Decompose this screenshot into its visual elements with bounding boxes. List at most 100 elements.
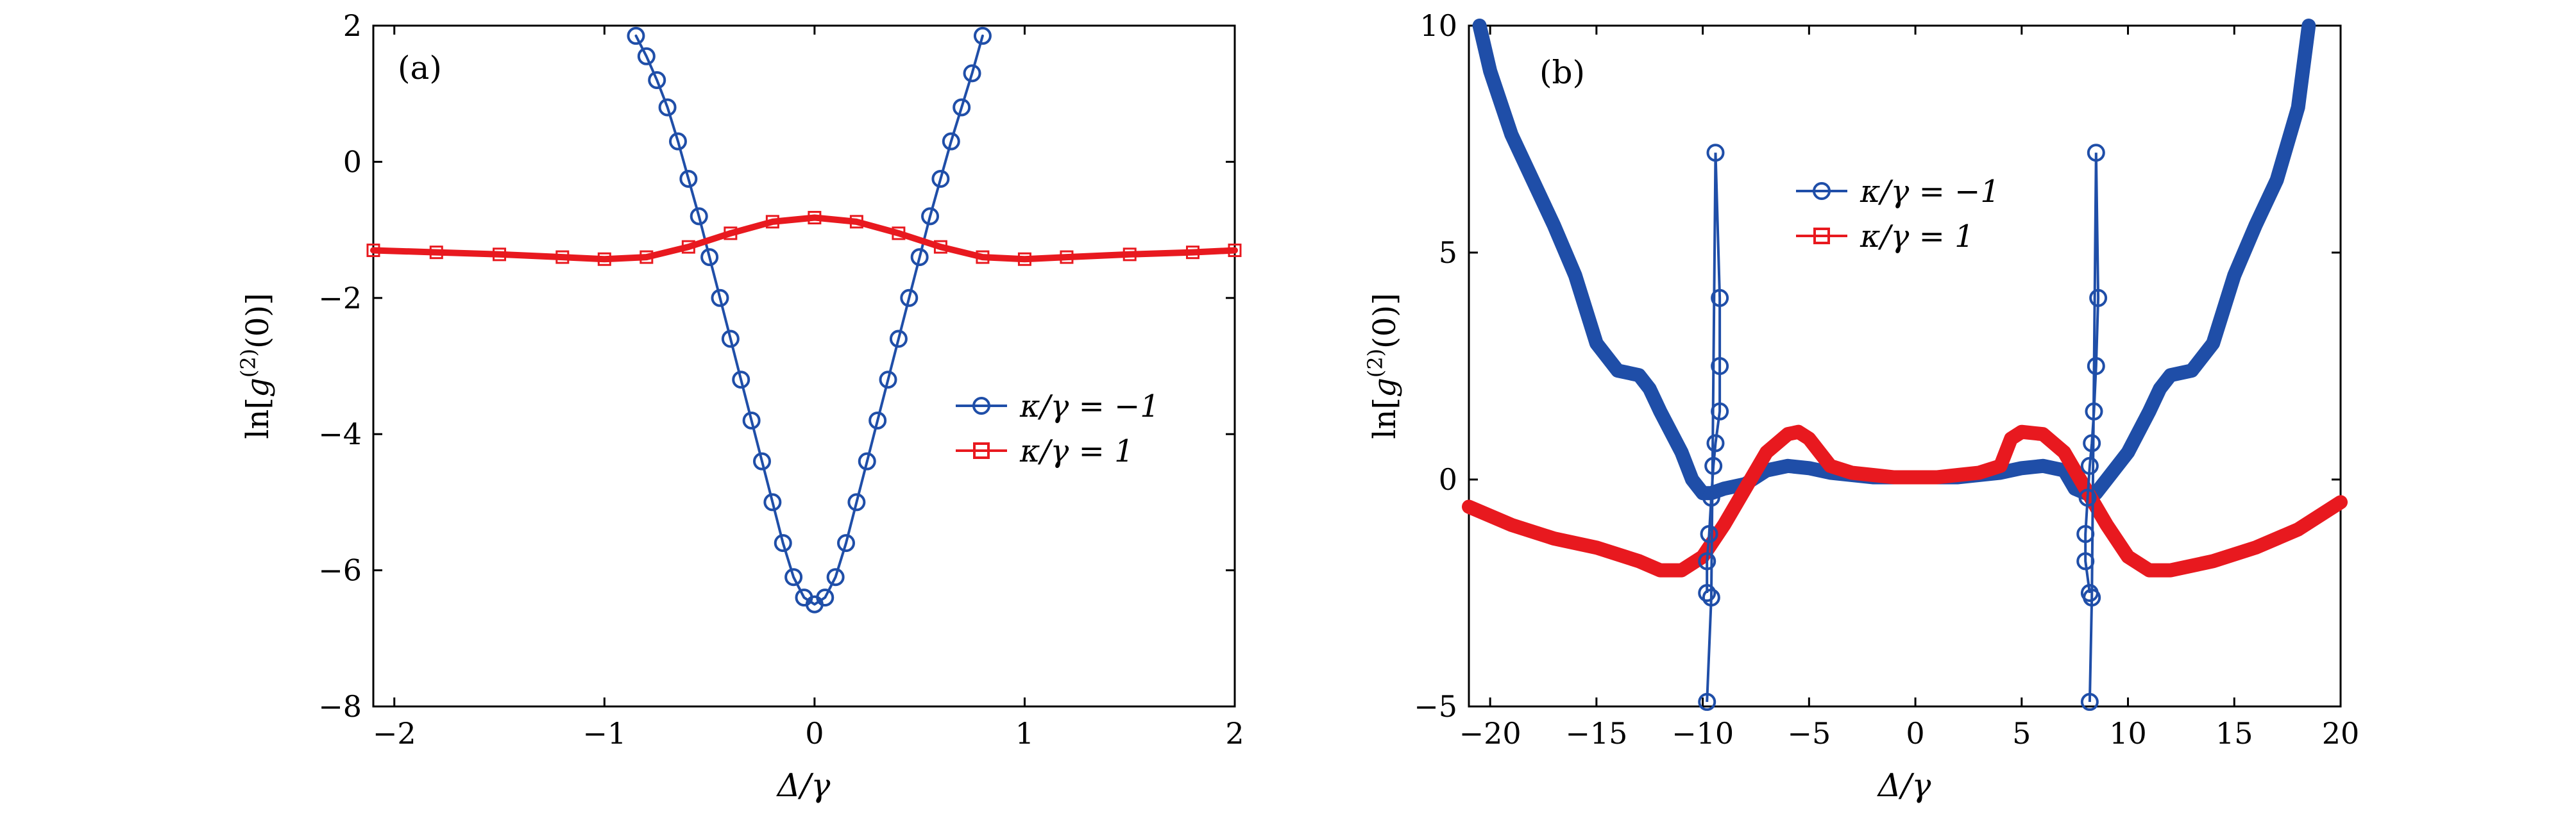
panel-a-series-1-point bbox=[963, 64, 981, 83]
panel-a-frame bbox=[372, 24, 1236, 708]
panel-b-spike-line bbox=[2084, 153, 2100, 702]
panel-b-series bbox=[1462, 19, 2348, 711]
panel-a-series-1-point bbox=[700, 248, 719, 267]
panel-a-series-2-point bbox=[1123, 247, 1137, 262]
panel-a-series-2-point bbox=[493, 247, 507, 262]
panel-a-y-tick-label: −8 bbox=[318, 689, 362, 724]
panel-a-series-2-point bbox=[555, 250, 570, 264]
panel-a-series-2-point bbox=[1060, 250, 1074, 264]
panel-a-y-tick-label: −6 bbox=[318, 553, 362, 588]
panel-a-y-ticks: −8 −6 −4 −2 0 2 bbox=[318, 8, 1235, 724]
panel-a-legend: κ/γ = −1 κ/γ = 1 bbox=[956, 388, 1160, 469]
panel-a-series-1-point bbox=[826, 568, 845, 587]
panel-a-series-1-point bbox=[658, 98, 677, 117]
panel-a-series-2-point bbox=[724, 226, 738, 240]
panel-b-x-axis-label: Δ/γ bbox=[1877, 767, 1931, 804]
panel-a-series-1-point bbox=[752, 452, 771, 471]
panel-a-series-2-point bbox=[849, 215, 863, 229]
panel-a-series-2-point bbox=[597, 252, 611, 266]
panel-a-y-axis-label: ln[g(2)(0)] bbox=[236, 293, 276, 439]
panel-a-series-1-point bbox=[711, 288, 729, 307]
panel-a-x-tick-label: −2 bbox=[373, 716, 416, 751]
panel-b-label: (b) bbox=[1539, 54, 1585, 91]
panel-a-y-tick-label: 0 bbox=[343, 144, 362, 179]
panel-b-x-ticks: −20 −15 −10 −5 0 5 10 15 20 bbox=[1459, 26, 2360, 751]
panel-a-series-1-point bbox=[942, 132, 960, 151]
panel-a-series-2-point bbox=[429, 246, 443, 260]
panel-a-series-1-point bbox=[973, 26, 992, 45]
panel-b-spike-point bbox=[1702, 588, 1720, 607]
panel-b-spike-point bbox=[1706, 144, 1725, 162]
panel-b-spike-point bbox=[2080, 692, 2099, 711]
panel-a-series-1-point bbox=[879, 371, 897, 389]
panel-b-spike-point bbox=[2083, 434, 2101, 453]
panel-a-series-1-point bbox=[784, 568, 803, 587]
panel-a-series-2-point bbox=[1228, 243, 1242, 257]
panel-b-spike-point bbox=[2076, 552, 2095, 571]
panel-a-series-1-point bbox=[858, 452, 876, 471]
panel-a-series-1-point bbox=[774, 534, 792, 553]
panel-b-x-tick-label: −5 bbox=[1787, 716, 1831, 751]
panel-b-x-tick-label: 10 bbox=[2109, 716, 2147, 751]
legend-b-label-2: κ/γ = 1 bbox=[1860, 219, 1974, 255]
panel-a-series-2-point bbox=[681, 240, 695, 254]
panel-b-x-tick-label: 20 bbox=[2322, 716, 2360, 751]
panel-b-x-tick-label: 0 bbox=[1906, 716, 1924, 751]
panel-b-y-tick-label: 0 bbox=[1439, 462, 1457, 497]
panel-a-label: (a) bbox=[398, 49, 442, 87]
panel-b-spike-point bbox=[1700, 524, 1718, 543]
panel-b-spike-point bbox=[2076, 524, 2095, 543]
panel-a-x-tick-label: 0 bbox=[805, 716, 824, 751]
panel-a-y-tick-label: −4 bbox=[318, 417, 362, 451]
panel-a-series-2-point bbox=[933, 240, 947, 254]
panel-b-series-2-line bbox=[1462, 424, 2348, 578]
panel-b-spike-point bbox=[1711, 357, 1729, 375]
panel-b-spike-point bbox=[1698, 584, 1716, 602]
panel-a-series-2-point bbox=[892, 226, 906, 240]
panel-a-x-tick-label: −1 bbox=[582, 716, 626, 751]
panel-a-series-1-point bbox=[679, 169, 698, 188]
panel-a-series-1-line bbox=[634, 34, 984, 606]
panel-b-series-1-line bbox=[1472, 19, 2316, 501]
panel-b-x-tick-label: −20 bbox=[1459, 716, 1521, 751]
panel-b-y-tick-label: −5 bbox=[1414, 689, 1457, 724]
panel-b-y-tick-label: 5 bbox=[1439, 235, 1457, 270]
panel-a-x-tick-label: 1 bbox=[1015, 716, 1034, 751]
panel-a-x-ticks: −2 −1 0 1 2 bbox=[373, 26, 1244, 751]
panel-a-x-tick-label: 2 bbox=[1225, 716, 1244, 751]
panel-b-x-tick-label: 5 bbox=[2012, 716, 2031, 751]
panel-b: −20 −15 −10 −5 0 5 10 15 20 −5 0 5 10 (b) Δ/γ ln[g(… bbox=[1363, 8, 2359, 804]
panel-a-series-1-point bbox=[900, 288, 919, 307]
panel-a-series-2-point bbox=[808, 210, 822, 224]
panel-a-series bbox=[366, 26, 1242, 614]
panel-a-series-1-point bbox=[847, 493, 866, 512]
panel-a-series-1-point bbox=[627, 26, 645, 45]
panel-b-spike-point bbox=[1704, 456, 1723, 475]
legend-a-marker-1 bbox=[972, 397, 990, 415]
panel-a-series-1-point bbox=[910, 248, 929, 267]
panel-b-spike-line bbox=[1706, 153, 1722, 702]
panel-a-series-2-point bbox=[1017, 252, 1031, 266]
panel-a-series-1-point bbox=[668, 132, 687, 151]
panel-b-y-axis-label: ln[g(2)(0)] bbox=[1363, 293, 1403, 439]
panel-a-series-2-point bbox=[640, 250, 654, 264]
legend-a-marker-2 bbox=[973, 442, 990, 459]
panel-a-series-1-point bbox=[721, 330, 740, 348]
panel-b-y-ticks: −5 0 5 10 bbox=[1414, 8, 2341, 724]
panel-a-series-1-point bbox=[837, 534, 856, 553]
panel-b-spike-point bbox=[1711, 402, 1729, 421]
legend-b-marker-2 bbox=[1813, 228, 1830, 244]
panel-b-legend: κ/γ = −1 κ/γ = 1 bbox=[1796, 174, 2000, 255]
legend-b-marker-1 bbox=[1813, 182, 1831, 200]
panel-b-x-tick-label: −15 bbox=[1565, 716, 1627, 751]
panel-a-series-1-point bbox=[953, 98, 971, 117]
panel-a-series-1-point bbox=[648, 71, 666, 89]
panel-b-spike-point bbox=[2087, 144, 2105, 162]
panel-a-series-2-point bbox=[976, 250, 990, 264]
panel-a-series-1-point bbox=[763, 493, 782, 512]
panel-b-spike-point bbox=[1698, 692, 1716, 711]
panel-a-y-tick-label: 2 bbox=[343, 8, 362, 43]
panel-a-series-1-point bbox=[931, 169, 950, 188]
panel-b-spike-point bbox=[2080, 584, 2099, 602]
